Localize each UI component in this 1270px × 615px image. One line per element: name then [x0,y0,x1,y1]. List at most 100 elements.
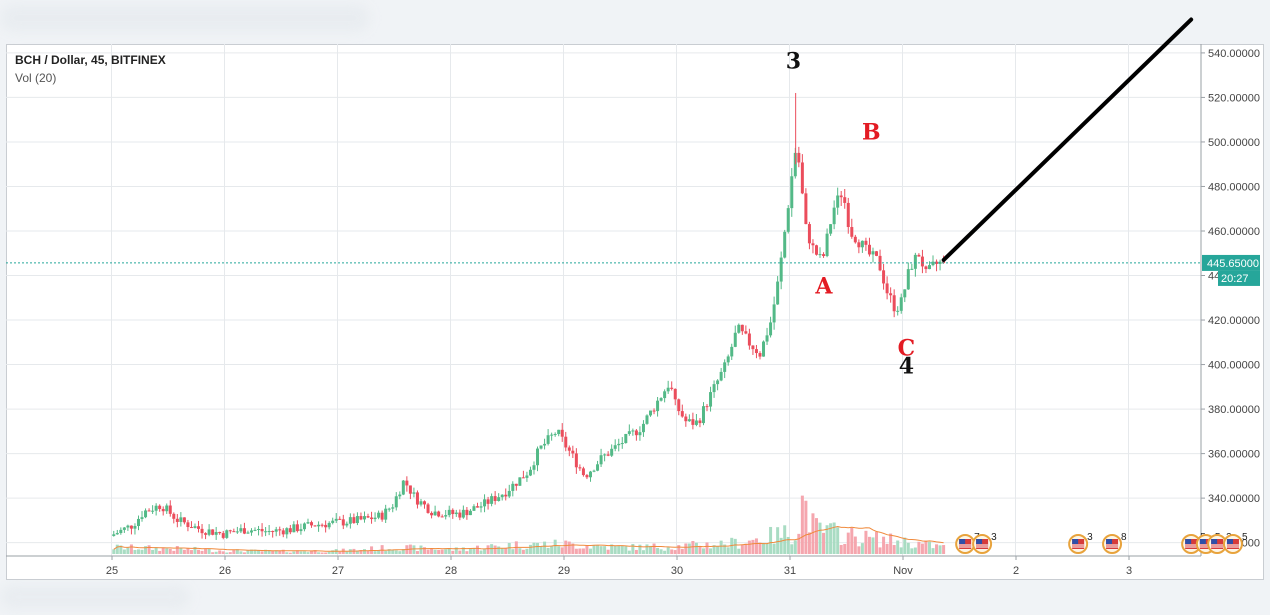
volume-bar [560,547,564,554]
candle-body-up [649,410,653,416]
volume-bar [592,544,596,554]
event-flag-marker: 3 [972,532,997,554]
volume-bar [186,547,190,554]
candle-body-up [207,529,211,535]
volume-bar [814,518,818,554]
last-price-badge-bg [1202,254,1260,271]
volume-bar [306,552,310,554]
candle-body-down [514,483,518,486]
candle-body-up [345,523,349,526]
candle-body-down [341,519,345,526]
volume-bar [324,552,328,554]
volume-bar [896,540,900,554]
volume-bar [401,549,405,554]
candle-body-up [592,470,596,472]
candle-body-up [931,261,935,266]
volume-bar [528,544,532,554]
chart-panel[interactable] [6,44,1264,580]
candle-body-down [804,193,808,225]
candle-body-down [440,516,444,518]
volume-bar [497,546,501,554]
volume-bar [225,552,229,554]
candle-body-down [211,529,215,535]
volume-bar [553,539,557,554]
event-markers: 733855355612 [955,532,1248,554]
candle-body-up [539,445,543,449]
candle-body-down [917,254,921,257]
candle-body-down [405,480,409,486]
candle-body-down [437,511,441,517]
volume-bar [758,542,762,554]
volume-bar [218,550,222,554]
candle-body-down [850,227,854,237]
volume-bar [839,544,843,554]
y-tick-label: 340.00000 [1208,493,1260,505]
countdown-badge-bg [1218,270,1260,286]
candle-body-down [846,202,850,228]
candle-body-down [751,345,755,350]
volume-bar [310,550,314,554]
volume-bar [596,545,600,554]
candle-body-down [415,492,419,505]
candle-body-up [825,233,829,257]
candles [112,92,946,540]
volume-bar [257,550,261,554]
candle-body-down [857,242,861,248]
volume-bar [119,545,123,554]
volume-bar [200,550,204,554]
volume-bar [571,543,575,554]
volume-bar [412,545,416,554]
legend-volume: Vol (20) [15,71,57,85]
volume-bar [133,549,137,554]
x-tick-label: 2 [1013,565,1019,577]
volume-bar [875,531,879,554]
volume-bar [197,549,201,554]
candle-body-up [384,508,388,520]
candle-body-up [398,494,402,497]
volume-bar [567,541,571,554]
volume-bar [246,550,250,554]
volume-bar [733,538,737,554]
candle-body-down [670,387,674,389]
volume-bar [433,549,437,554]
candle-body-down [705,406,709,408]
volume-bar [242,552,246,554]
volume-bar [716,546,720,554]
candle-body-down [853,236,857,243]
wave-label-4: 4 [899,353,914,379]
candle-body-up [468,510,472,516]
candle-body-down [560,429,564,437]
candle-body-down [186,522,190,528]
volume-bar [564,540,568,554]
candle-body-down [585,475,589,478]
candle-body-up [511,483,515,491]
candle-body-up [557,429,561,435]
candle-body-up [444,515,448,517]
volume-bar [656,547,660,554]
volume-bar [193,546,197,554]
candle-body-up [373,517,377,520]
candle-body-up [306,522,310,524]
volume-bar [214,551,218,554]
volume-bar [574,548,578,554]
volume-bar [899,547,903,554]
candle-body-up [641,423,645,433]
candle-body-down [147,510,151,512]
volume-bar [649,545,653,554]
us-flag-canton [959,539,966,544]
volume-bar [680,548,684,554]
volume-bar [793,540,797,554]
volume-bar [271,550,275,554]
volume-bar [603,546,607,554]
volume-bar [581,548,585,554]
volume-bar [366,551,370,554]
volume-bar [327,551,331,554]
candle-body-down [807,224,811,244]
candle-body-up [638,432,642,436]
candle-body-down [129,525,133,529]
y-tick-label: 480.00000 [1208,181,1260,193]
candle-body-down [878,255,882,271]
candle-body-up [786,208,790,232]
y-tick-label: 400.00000 [1208,360,1260,372]
